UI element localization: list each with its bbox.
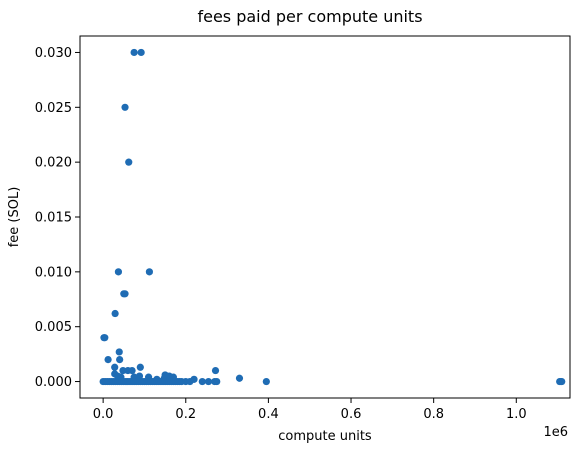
data-point	[262, 377, 270, 386]
data-point	[121, 103, 129, 111]
data-points	[99, 48, 566, 386]
x-tick-label: 0.4	[258, 407, 279, 422]
data-point	[136, 363, 144, 371]
data-point	[137, 48, 145, 57]
x-axis-ticks: 0.0 0.2 0.4 0.6 0.8 1.0	[93, 398, 527, 422]
y-tick-label: 0.010	[35, 265, 72, 280]
x-tick-label: 1.0	[506, 407, 527, 422]
y-tick-label: 0.005	[35, 320, 72, 335]
data-point	[135, 372, 144, 380]
data-point	[235, 374, 244, 382]
data-point	[130, 48, 138, 57]
y-tick-label: 0.015	[35, 211, 72, 226]
x-tick-label: 0.0	[93, 407, 114, 422]
x-tick-label: 0.2	[175, 407, 196, 422]
data-point	[114, 268, 123, 276]
x-tick-label: 0.6	[341, 407, 362, 422]
y-tick-label: 0.030	[35, 46, 72, 61]
data-point	[115, 348, 123, 356]
data-point	[213, 377, 221, 386]
data-point	[119, 366, 127, 375]
data-point	[111, 363, 119, 371]
x-tick-label: 0.8	[423, 407, 444, 422]
y-tick-label: 0.000	[35, 375, 72, 390]
chart-title: fees paid per compute units	[197, 7, 422, 26]
data-point	[211, 366, 220, 375]
plot-area	[79, 35, 571, 399]
y-axis-label: fee (SOL)	[7, 187, 22, 248]
data-point	[116, 356, 124, 364]
data-point	[198, 377, 206, 386]
y-tick-label: 0.025	[35, 101, 72, 116]
data-point	[121, 290, 129, 298]
data-point	[145, 268, 154, 276]
data-point	[204, 377, 213, 386]
x-axis-label: compute units	[278, 429, 372, 444]
y-axis-ticks: 0.000 0.005 0.010 0.015 0.020 0.025 0.030	[35, 46, 80, 390]
y-tick-label: 0.020	[35, 156, 72, 171]
data-point	[128, 366, 136, 375]
data-point	[125, 158, 133, 166]
x-axis-offset-text: 1e6	[543, 425, 568, 440]
data-point	[104, 356, 112, 364]
data-point	[558, 377, 566, 386]
data-point	[111, 309, 119, 318]
data-point	[186, 377, 194, 386]
data-point	[101, 334, 109, 342]
